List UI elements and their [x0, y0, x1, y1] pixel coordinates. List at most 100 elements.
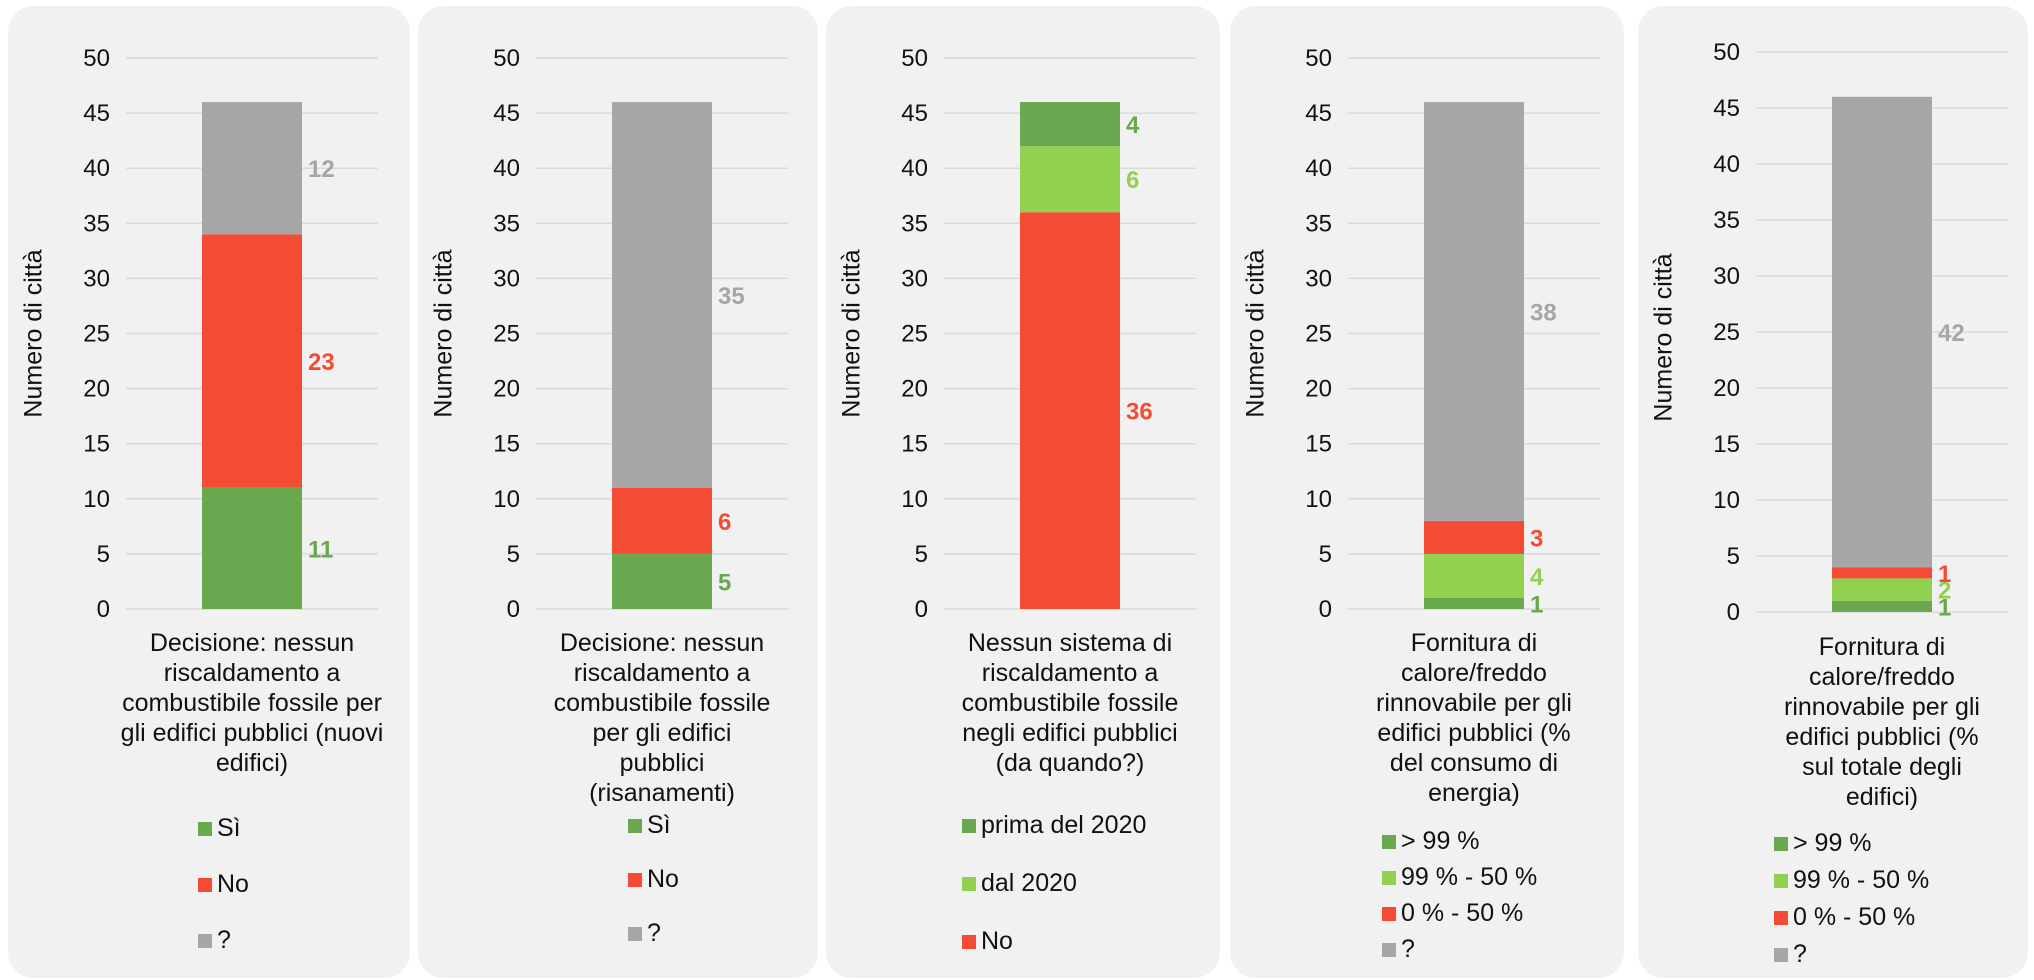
- legend-item: ?: [628, 919, 661, 948]
- data-label: 4: [1126, 112, 1140, 139]
- bar-segment: [1020, 146, 1120, 213]
- data-label: 12: [308, 156, 335, 183]
- bar-segment: [1424, 520, 1524, 554]
- bar-segment: [202, 234, 302, 488]
- legend-label: ?: [217, 926, 231, 954]
- legend-item: No: [628, 865, 679, 894]
- legend-item: 99 % - 50 %: [1774, 866, 1929, 895]
- y-axis-title: Numero di città: [19, 249, 48, 418]
- data-label: 11: [308, 536, 333, 563]
- y-tick-label: 20: [1713, 375, 1740, 402]
- chart-panel-5: 0 5 10 15 20 25 30 35 40 45 50 1 2 1 42 Numero di città…: [1638, 6, 2028, 978]
- data-label: 6: [718, 509, 731, 536]
- y-tick-label: 20: [901, 376, 928, 403]
- y-tick-label: 50: [901, 45, 928, 72]
- data-label: 38: [1530, 299, 1557, 326]
- y-tick-label: 5: [507, 541, 520, 568]
- y-tick-label: 30: [901, 265, 928, 292]
- data-label: 5: [718, 569, 731, 596]
- chart-panel-4: 0 5 10 15 20 25 30 35 40 45 50 1 4 3 38 Numero di città…: [1230, 6, 1624, 978]
- y-tick-label: 15: [1305, 431, 1332, 458]
- category-label: Nessun sistema di riscaldamento a combus…: [961, 629, 1179, 777]
- legend-swatch: [628, 926, 642, 941]
- category-label: Decisione: nessun riscaldamento a combus…: [120, 629, 384, 777]
- legend-item: ?: [198, 926, 231, 955]
- y-tick-label: 0: [915, 596, 928, 623]
- y-tick-label: 15: [901, 431, 928, 458]
- y-tick-label: 50: [493, 45, 520, 72]
- data-label: 4: [1530, 564, 1544, 591]
- data-label: 2: [1938, 578, 1951, 605]
- legend-label: No: [981, 927, 1013, 955]
- y-tick-label: 5: [915, 541, 928, 568]
- y-tick-label: 0: [97, 596, 110, 623]
- chart-svg: 0 5 10 15 20 25 30 35 40 45 50 11 23 12: [83, 45, 378, 623]
- y-tick-label: 30: [493, 265, 520, 292]
- legend-label: 99 % - 50 %: [1401, 863, 1538, 891]
- y-tick-label: 50: [1305, 45, 1332, 72]
- legend-swatch: [198, 933, 212, 948]
- chart-svg: 0 5 10 15 20 25 30 35 40 45 50 5 6 35: [493, 45, 788, 623]
- legend-label: dal 2020: [981, 869, 1077, 897]
- y-tick-label: 45: [901, 100, 928, 127]
- chart-panel-1: 0 5 10 15 20 25 30 35 40 45 50 11 23 12 Numero di citt…: [8, 6, 410, 978]
- y-tick-label: 45: [83, 100, 110, 127]
- legend-item: > 99 %: [1382, 827, 1480, 856]
- legend-item: Sì: [628, 811, 671, 840]
- y-tick-label: 25: [493, 321, 520, 348]
- y-tick-label: 10: [901, 486, 928, 513]
- bar-segment: [202, 102, 302, 235]
- y-tick-label: 30: [1305, 265, 1332, 292]
- bar-segment: [1020, 212, 1120, 609]
- category-label: Fornitura di calore/freddo rinnovabile p…: [1376, 629, 1572, 807]
- legend-item: Sì: [198, 814, 241, 843]
- legend-swatch: [1774, 836, 1788, 851]
- legend-swatch: [628, 872, 642, 887]
- legend-label: > 99 %: [1793, 829, 1872, 857]
- legend-swatch: [198, 877, 212, 892]
- legend-swatch: [1382, 942, 1396, 957]
- chart-svg: 0 5 10 15 20 25 30 35 40 45 50 121 42: [1713, 39, 2008, 626]
- y-tick-label: 25: [83, 321, 110, 348]
- legend-swatch: [198, 821, 212, 836]
- y-tick-label: 5: [1727, 543, 1740, 570]
- legend-swatch: [1774, 873, 1788, 888]
- legend-label: Sì: [647, 811, 671, 839]
- y-tick-label: 30: [1713, 263, 1740, 290]
- chart-svg: 0 5 10 15 20 25 30 35 40 45 50 14 3 38: [1305, 45, 1600, 623]
- legend-label: ?: [1401, 935, 1415, 963]
- chart-panel-3: 0 5 10 15 20 25 30 35 40 45 50 36 6 4 Numero di città N…: [826, 6, 1220, 978]
- y-tick-label: 0: [1727, 599, 1740, 626]
- bar-segment: [1424, 597, 1524, 609]
- bar-segment: [202, 487, 302, 609]
- legend-swatch: [1774, 947, 1788, 962]
- y-axis-title: Numero di città: [837, 249, 866, 418]
- data-label: 42: [1938, 320, 1965, 347]
- data-label: 3: [1530, 525, 1543, 552]
- y-tick-label: 40: [1713, 151, 1740, 178]
- bar-segment: [1424, 553, 1524, 598]
- legend-item: ?: [1382, 935, 1415, 964]
- legend-item: 99 % - 50 %: [1382, 863, 1537, 892]
- legend-swatch: [962, 934, 976, 949]
- chart-panel-2: 0 5 10 15 20 25 30 35 40 45 50 5 6 35 Numero di città D…: [418, 6, 818, 978]
- legend-label: No: [217, 870, 249, 898]
- legend-item: dal 2020: [962, 869, 1077, 898]
- legend-item: 0 % - 50 %: [1382, 899, 1523, 928]
- legend-label: Sì: [217, 814, 241, 842]
- y-axis-title: Numero di città: [1649, 252, 1678, 422]
- y-tick-label: 20: [1305, 376, 1332, 403]
- bar-segment: [612, 553, 712, 609]
- legend-label: ?: [647, 919, 661, 947]
- legend-label: 99 % - 50 %: [1793, 866, 1930, 894]
- legend-swatch: [1382, 834, 1396, 849]
- y-tick-label: 50: [83, 45, 110, 72]
- y-axis-title: Numero di città: [429, 249, 458, 418]
- y-tick-label: 10: [83, 486, 110, 513]
- bar-segment: [612, 487, 712, 554]
- legend-swatch: [962, 876, 976, 891]
- y-tick-label: 10: [493, 486, 520, 513]
- data-label: 35: [718, 283, 745, 310]
- y-tick-label: 15: [1713, 431, 1740, 458]
- y-tick-label: 35: [1305, 210, 1332, 237]
